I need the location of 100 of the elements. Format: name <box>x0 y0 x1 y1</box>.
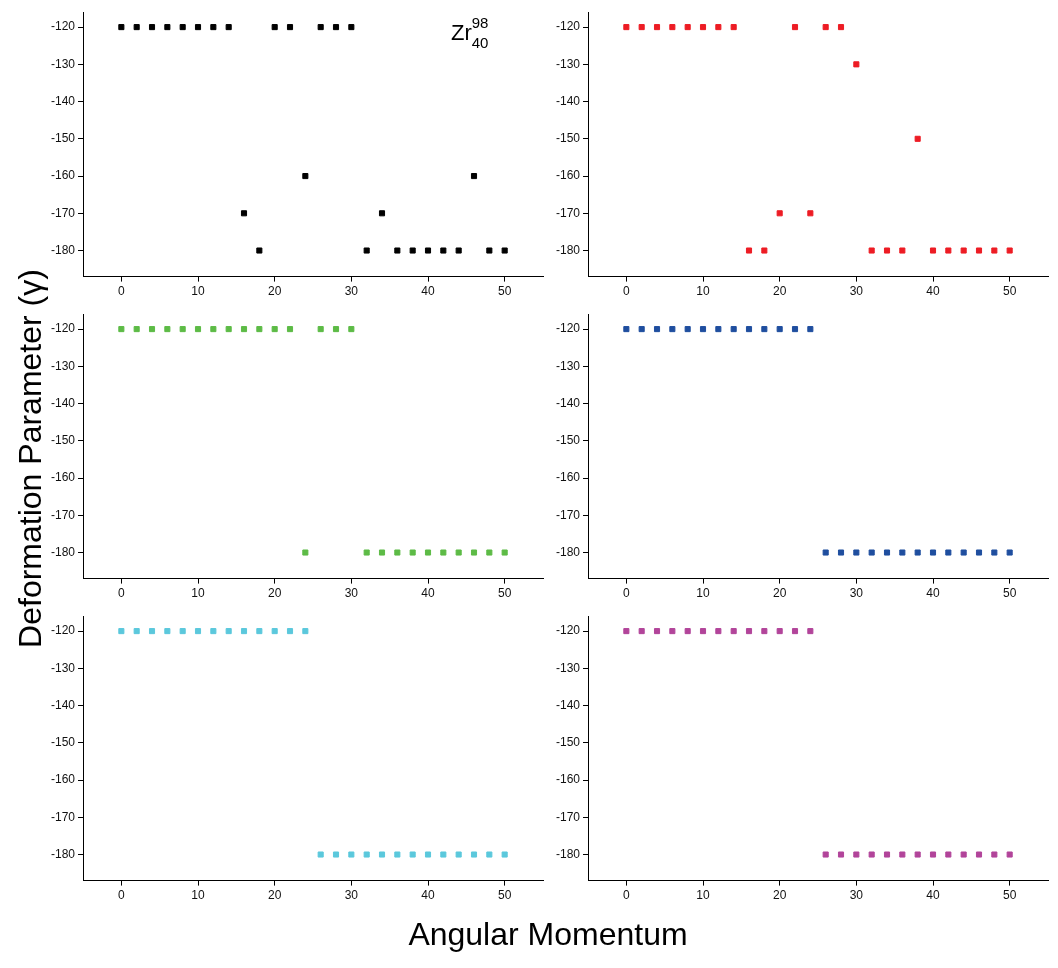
x-tick-label: 20 <box>773 586 787 601</box>
point <box>776 210 783 217</box>
y-tick-label: -180 <box>555 242 581 257</box>
x-tick-label: 20 <box>773 888 787 903</box>
x-tick-label: 20 <box>268 586 282 601</box>
point <box>394 247 401 254</box>
x-tick-label: 0 <box>118 586 126 601</box>
point <box>653 24 661 31</box>
y-tick-label: -170 <box>50 809 76 824</box>
y-axis-title: Deformation Parameter (γ) <box>11 268 49 648</box>
y-tick-label: -140 <box>50 697 76 712</box>
point <box>118 24 125 31</box>
x-tick-label: 30 <box>849 586 864 601</box>
x-tick-label: 20 <box>268 888 282 903</box>
point <box>225 24 232 31</box>
point <box>164 24 171 31</box>
x-tick-label: 10 <box>191 284 206 299</box>
x-tick-label: 10 <box>696 586 711 601</box>
x-tick-label: 40 <box>421 284 435 299</box>
point <box>623 24 630 31</box>
point <box>256 247 263 254</box>
point <box>883 247 891 254</box>
point <box>853 61 860 68</box>
x-tick-label: 0 <box>623 586 631 601</box>
point <box>929 247 937 254</box>
y-tick-label: -160 <box>555 168 581 183</box>
y-tick-label: -160 <box>50 470 76 485</box>
y-tick-label: -150 <box>555 735 581 750</box>
y-tick-label: -180 <box>50 242 76 257</box>
y-tick-label: -180 <box>50 846 76 861</box>
point <box>684 24 691 31</box>
x-tick-label: 30 <box>344 586 359 601</box>
y-tick-label: -130 <box>50 56 76 71</box>
point <box>822 24 829 31</box>
y-tick-label: -130 <box>555 660 581 675</box>
y-tick-label: -140 <box>50 93 76 108</box>
y-tick-label: -150 <box>555 131 581 146</box>
x-tick-label: 50 <box>1002 586 1017 601</box>
point <box>975 247 983 254</box>
point <box>699 24 707 31</box>
y-tick-label: -150 <box>50 735 76 750</box>
x-tick-label: 40 <box>421 888 435 903</box>
point <box>378 210 386 217</box>
point <box>837 24 845 31</box>
y-tick-label: -170 <box>50 507 76 522</box>
point <box>761 247 768 254</box>
y-tick-label: -140 <box>555 395 581 410</box>
x-tick-label: 10 <box>696 888 711 903</box>
x-tick-label: 0 <box>623 284 631 299</box>
y-tick-label: -150 <box>555 433 581 448</box>
point <box>945 247 952 254</box>
x-tick-label: 40 <box>926 284 940 299</box>
x-tick-label: 50 <box>497 586 512 601</box>
y-tick-label: -180 <box>555 544 581 559</box>
point <box>991 247 998 254</box>
point <box>470 173 478 180</box>
x-tick-label: 40 <box>421 586 435 601</box>
point <box>455 247 462 254</box>
point <box>332 24 340 31</box>
point <box>501 247 508 254</box>
y-tick-label: -120 <box>50 321 76 336</box>
x-tick-label: 0 <box>118 284 126 299</box>
point <box>409 247 416 254</box>
y-tick-label: -170 <box>555 205 581 220</box>
point <box>317 24 324 31</box>
y-tick-label: -150 <box>50 433 76 448</box>
x-tick-label: 10 <box>191 586 206 601</box>
point <box>486 247 493 254</box>
y-tick-label: -140 <box>555 697 581 712</box>
point <box>194 24 202 31</box>
point <box>807 210 814 217</box>
x-tick-label: 20 <box>268 284 282 299</box>
y-tick-label: -120 <box>555 321 581 336</box>
x-tick-label: 50 <box>497 284 512 299</box>
point <box>791 24 799 31</box>
point <box>669 24 676 31</box>
point <box>730 24 737 31</box>
point <box>1006 247 1013 254</box>
point <box>868 247 875 254</box>
y-tick-label: -170 <box>50 205 76 220</box>
x-tick-label: 50 <box>497 888 512 903</box>
point <box>240 210 248 217</box>
x-tick-label: 20 <box>773 284 787 299</box>
x-tick-label: 50 <box>1002 888 1017 903</box>
point <box>638 24 645 31</box>
point <box>899 247 906 254</box>
y-tick-label: -130 <box>50 358 76 373</box>
y-tick-label: -120 <box>50 623 76 638</box>
y-tick-label: -160 <box>555 772 581 787</box>
x-tick-label: 10 <box>696 284 711 299</box>
y-tick-label: -160 <box>555 470 581 485</box>
point <box>424 247 432 254</box>
x-axis-title: Angular Momentum <box>407 916 689 953</box>
y-tick-label: -180 <box>50 544 76 559</box>
point <box>960 247 967 254</box>
point <box>363 247 370 254</box>
point <box>148 24 156 31</box>
y-tick-label: -120 <box>50 19 76 34</box>
y-tick-label: -140 <box>555 93 581 108</box>
point <box>271 24 278 31</box>
